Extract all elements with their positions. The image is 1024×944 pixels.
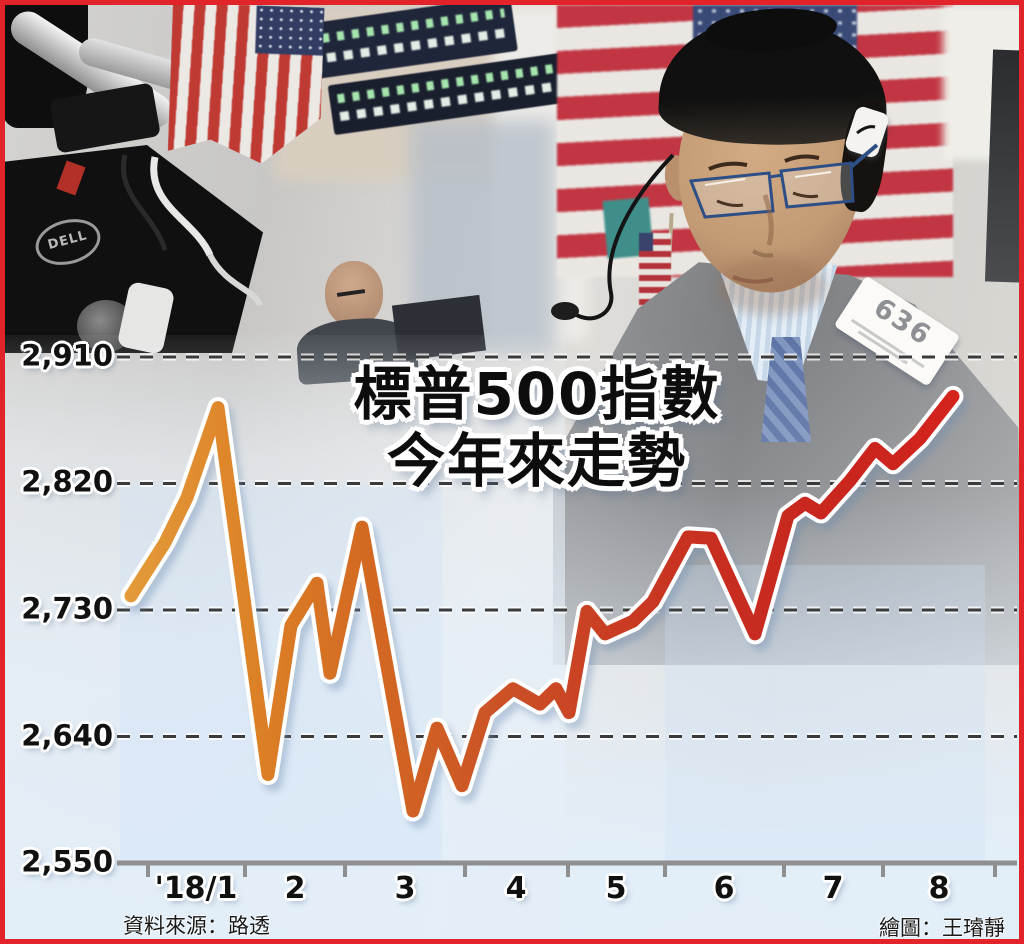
headset-wire: [551, 125, 876, 321]
photo-detail-svg: [120, 125, 879, 321]
sp500-line-chart: [117, 353, 1017, 877]
x-axis-tick-label: 8: [928, 871, 950, 906]
x-axis-tick-label: 4: [505, 871, 527, 906]
y-axis-tick-label: 2,820: [21, 464, 113, 499]
headset-mic: [551, 302, 579, 320]
y-axis-tick-label: 2,640: [21, 718, 113, 753]
credit-caption: 繪圖：王璿靜: [879, 916, 1005, 940]
face-contours: [708, 154, 820, 284]
x-axis-tick-label: 3: [394, 871, 416, 906]
source-caption: 資料來源：路透: [123, 914, 270, 938]
x-axis-tick-label: 2: [284, 871, 306, 906]
x-axis-tick-label: 6: [713, 871, 735, 906]
chart-title: 標普500指數 今年來走勢: [237, 360, 837, 496]
x-axis: [117, 860, 1017, 877]
chin-shadow: [717, 257, 827, 315]
chart-title-line2: 今年來走勢: [386, 427, 687, 496]
x-axis-tick-label: 7: [822, 871, 844, 906]
sp500-series-line: [124, 389, 960, 818]
cables: [120, 154, 263, 307]
x-axis-tick-label: '18/1: [154, 871, 238, 906]
y-axis-tick-label: 2,550: [21, 844, 113, 879]
y-axis-tick-label: 2,910: [21, 338, 113, 373]
y-axis-tick-label: 2,730: [21, 591, 113, 626]
chart-title-line1: 標普500指數: [353, 360, 721, 428]
us-flag-canton: [639, 233, 653, 251]
x-axis-tick-label: 5: [605, 871, 627, 906]
blue-tint-band: [665, 565, 985, 863]
